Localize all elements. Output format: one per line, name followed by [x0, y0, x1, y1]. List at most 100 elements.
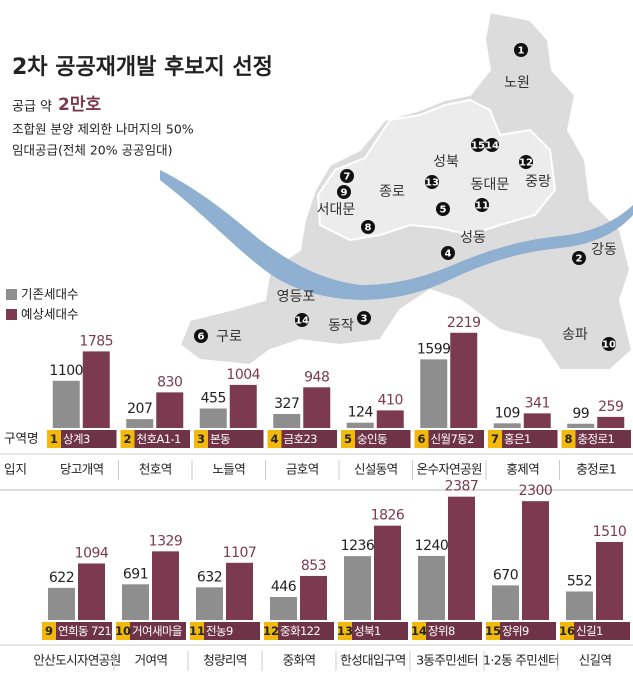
- location-label: 금호역: [286, 462, 319, 477]
- info-line: 임대공급(전체 20% 공공임대): [12, 143, 172, 158]
- row-label: 입지: [4, 462, 27, 477]
- category-number: 2: [123, 432, 131, 446]
- category-label: 장위9: [502, 624, 529, 638]
- category-box: [486, 622, 556, 640]
- category-label: 신월7동2: [431, 432, 475, 446]
- bar: [596, 541, 623, 620]
- bar: [156, 392, 184, 428]
- bar: [567, 423, 595, 428]
- location-label: 노들역: [212, 462, 245, 477]
- map-marker-label: 12: [519, 158, 533, 169]
- category-number-box: [560, 622, 574, 640]
- category-label: 상계3: [63, 432, 90, 446]
- category-number: 16: [559, 624, 575, 638]
- map-marker-label: 1: [518, 46, 525, 57]
- category-box: [264, 622, 334, 640]
- bar: [152, 551, 179, 620]
- category-number-box: [42, 622, 56, 640]
- bar: [346, 422, 374, 428]
- district-label: 동대문: [471, 177, 510, 193]
- value-label: 446: [271, 579, 297, 595]
- category-number-box: [486, 622, 500, 640]
- value-label: 455: [201, 390, 226, 406]
- bar: [597, 416, 625, 428]
- category-number-box: [194, 430, 208, 448]
- value-label: 853: [301, 558, 326, 574]
- value-label: 1094: [75, 545, 109, 561]
- category-box: [561, 430, 631, 448]
- value-label: 670: [493, 567, 518, 583]
- category-box: [42, 622, 112, 640]
- value-label: 622: [49, 570, 74, 586]
- category-label: 거여새마을: [132, 624, 182, 638]
- bar: [300, 575, 327, 620]
- info-line: 조합원 분양 제외한 나머지의 50%: [12, 122, 194, 137]
- info-background: [6, 92, 228, 160]
- category-box: [488, 430, 558, 448]
- bar: [199, 408, 227, 428]
- category-label: 숭인동: [357, 432, 387, 446]
- category-box: [560, 622, 630, 640]
- category-number: 11: [189, 624, 205, 638]
- category-number-box: [116, 622, 130, 640]
- map: [160, 10, 633, 371]
- map-marker: [514, 43, 528, 57]
- value-label: 341: [525, 395, 550, 411]
- value-label: 1599: [417, 341, 451, 357]
- category-number: 14: [411, 624, 427, 638]
- district-label: 강동: [591, 242, 617, 258]
- bar: [492, 585, 519, 620]
- district-label: 성북: [433, 154, 459, 170]
- category-number: 1: [50, 432, 58, 446]
- location-label: 안산도시자연공원: [33, 653, 120, 668]
- value-label: 632: [197, 569, 222, 585]
- bar: [196, 587, 223, 620]
- value-label: 410: [378, 392, 403, 408]
- bar: [450, 332, 478, 428]
- category-number: 6: [417, 432, 425, 446]
- legend-label: 기존세대수: [21, 287, 79, 302]
- value-label: 830: [157, 374, 182, 390]
- map-marker: [602, 337, 616, 351]
- map-marker-label: 4: [445, 249, 452, 260]
- value-label: 2219: [447, 315, 481, 331]
- district-label: 구로: [216, 329, 242, 345]
- category-box: [120, 430, 190, 448]
- category-number-box: [412, 622, 426, 640]
- value-label: 124: [348, 405, 374, 421]
- category-box: [47, 430, 117, 448]
- value-label: 552: [567, 573, 592, 589]
- district-label: 서대문: [317, 202, 356, 218]
- map-marker-label: 6: [198, 332, 205, 343]
- bar: [420, 359, 448, 428]
- category-label: 신길1: [576, 624, 603, 638]
- map-marker-label: 5: [440, 205, 447, 216]
- bar: [418, 555, 445, 620]
- category-number-box: [120, 430, 135, 448]
- category-box: [414, 430, 484, 448]
- map-marker: [441, 246, 455, 260]
- district-label: 중랑: [525, 174, 551, 190]
- district-label: 영등포: [277, 289, 316, 305]
- value-label: 948: [304, 369, 329, 385]
- map-marker: [340, 169, 354, 183]
- category-number-box: [47, 430, 61, 448]
- legend-swatch: [6, 309, 17, 320]
- category-number-box: [264, 622, 278, 640]
- row-label: 구역명: [4, 431, 39, 446]
- location-label: 청량리역: [203, 653, 247, 668]
- value-label: 1004: [226, 367, 260, 383]
- map-marker-label: 11: [475, 201, 489, 212]
- value-label: 99: [572, 406, 589, 422]
- value-label: 2300: [519, 483, 553, 499]
- map-marker-label: 8: [365, 223, 372, 234]
- category-number: 9: [45, 624, 53, 638]
- category-label: 장위8: [428, 624, 455, 638]
- category-number-box: [414, 430, 429, 448]
- info-supply-amount: 2만호: [58, 95, 101, 115]
- category-number-box: [338, 622, 352, 640]
- legend-label: 예상세대수: [21, 307, 79, 322]
- bar: [566, 591, 593, 620]
- map-marker: [436, 202, 450, 216]
